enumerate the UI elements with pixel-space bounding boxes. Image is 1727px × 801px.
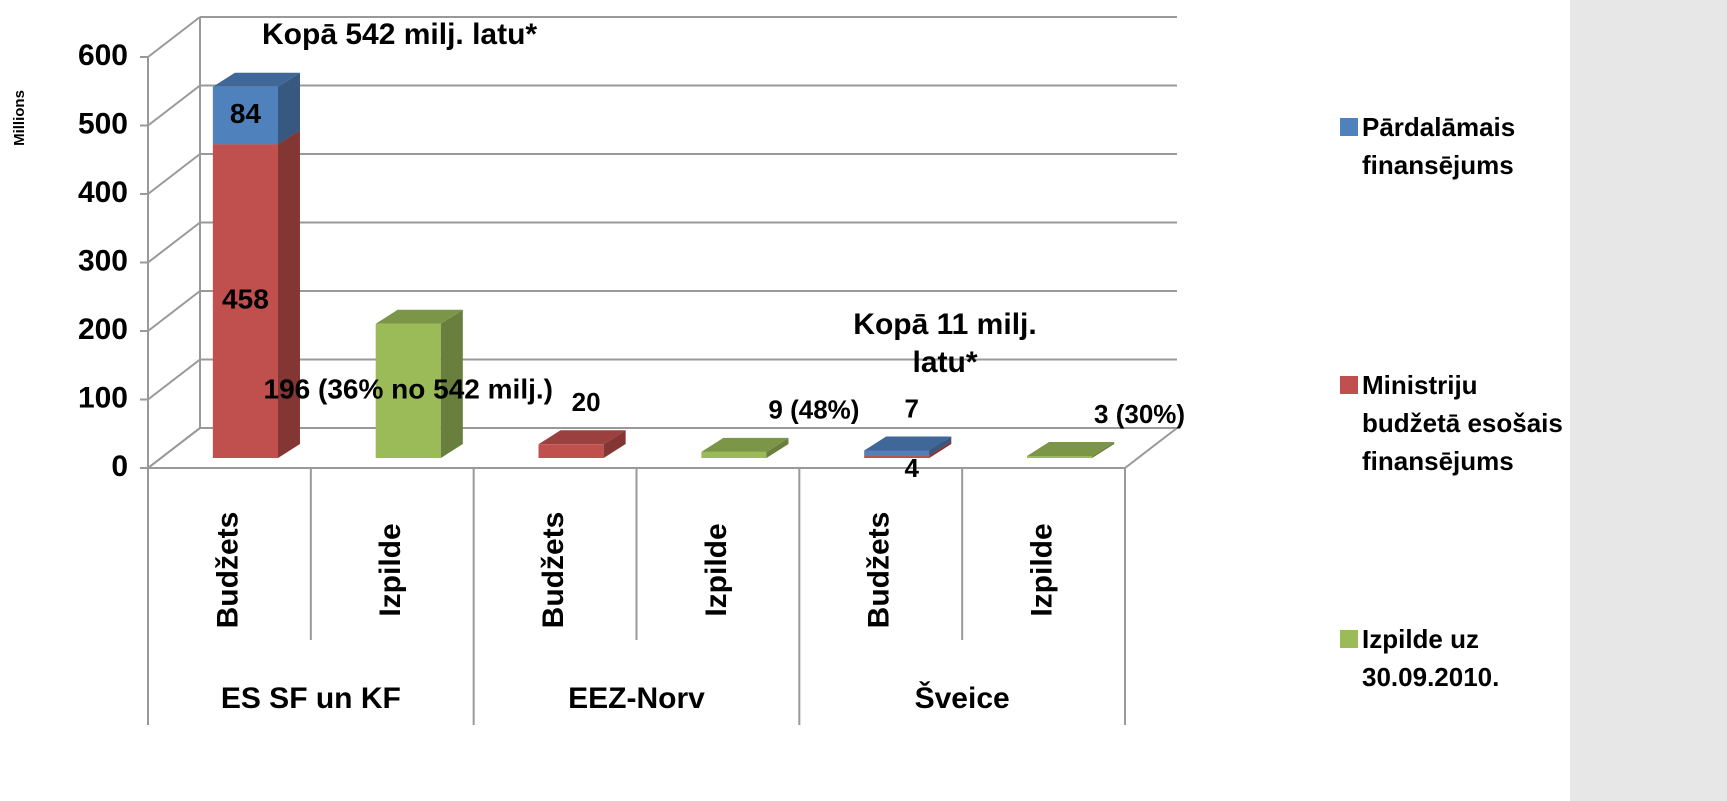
bar <box>864 455 930 458</box>
y-axis-label: Millions <box>11 90 28 146</box>
y-tick-label: 600 <box>78 39 128 72</box>
grid-line <box>147 358 201 401</box>
bar-top <box>864 436 952 451</box>
grid-line <box>147 153 201 195</box>
bar-side <box>929 441 952 458</box>
group-label: ES SF un KF <box>221 682 401 715</box>
value-label: 4 <box>905 453 920 483</box>
value-label: 458 <box>222 284 269 315</box>
bar-side <box>1092 441 1115 458</box>
legend-label: Pārdalāmais finansējums <box>1362 112 1516 180</box>
bar-side <box>277 130 300 458</box>
x-tick-label: Budžets <box>863 512 896 629</box>
bar-side <box>277 72 300 145</box>
value-label: 9 (48%) <box>768 395 859 425</box>
bar-top <box>538 430 626 445</box>
annotation: Kopā 11 milj. latu* <box>853 308 1037 379</box>
y-tick-label: 100 <box>78 381 128 414</box>
grid-line <box>147 290 201 332</box>
x-tick-label: Izpilde <box>374 523 407 616</box>
value-label: 20 <box>572 387 601 417</box>
legend-item: Pārdalāmais finansējums <box>1340 108 1572 184</box>
x-tick-label: Budžets <box>211 512 244 629</box>
y-tick-label: 400 <box>78 176 128 209</box>
y-tick-label: 0 <box>111 450 128 483</box>
bar <box>375 323 441 458</box>
x-tick-label: Izpilde <box>700 523 733 616</box>
bar <box>1027 455 1093 458</box>
bar <box>701 451 767 458</box>
legend-swatch <box>1340 630 1358 648</box>
side-panel <box>1570 0 1727 801</box>
value-label: 196 (36% no 542 milj.) <box>264 373 553 404</box>
floor <box>145 427 1180 469</box>
group-label: Šveice <box>915 681 1010 715</box>
y-tick-label: 500 <box>78 107 128 140</box>
value-label: 84 <box>230 98 262 129</box>
y-tick-label: 200 <box>78 313 128 346</box>
bar-top <box>375 309 463 324</box>
value-label: 3 (30%) <box>1094 399 1185 429</box>
bar-side <box>766 437 789 458</box>
y-tick-label: 300 <box>78 244 128 277</box>
bar <box>212 144 278 458</box>
grid-line <box>147 221 201 264</box>
legend-label: Ministriju budžetā esošais finansējums <box>1362 370 1563 476</box>
legend-label: Izpilde uz 30.09.2010. <box>1362 624 1500 692</box>
x-tick-label: Izpilde <box>1026 523 1059 616</box>
bar-top <box>701 437 789 452</box>
legend-item: Ministriju budžetā esošais finansējums <box>1340 366 1572 480</box>
bar-side <box>440 309 463 458</box>
value-label: 7 <box>905 393 919 423</box>
bar <box>864 450 930 456</box>
legend-swatch <box>1340 118 1358 136</box>
grid-line <box>147 427 201 469</box>
bar <box>212 86 278 145</box>
bar-top <box>1027 441 1115 456</box>
bar-side <box>929 436 952 456</box>
annotation: Kopā 542 milj. latu* <box>262 18 538 51</box>
bar <box>538 444 604 458</box>
bar-top <box>212 72 300 87</box>
legend-item: Izpilde uz 30.09.2010. <box>1340 620 1572 696</box>
x-tick-label: Budžets <box>537 512 570 629</box>
grid-line <box>147 84 201 127</box>
bar-side <box>603 430 626 458</box>
grid-line <box>147 16 201 58</box>
legend-swatch <box>1340 376 1358 394</box>
group-label: EEZ-Norv <box>568 682 705 715</box>
